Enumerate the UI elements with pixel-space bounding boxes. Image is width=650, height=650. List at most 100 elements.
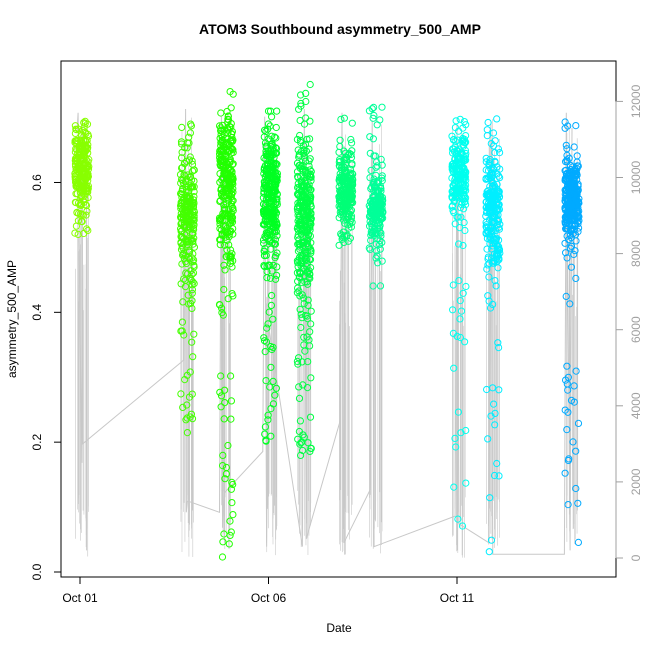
data-point [453,173,462,181]
data-point [218,304,226,312]
data-point [268,219,276,227]
data-point [177,280,185,288]
data-point [296,268,304,276]
data-point [449,202,457,210]
data-point [367,220,375,228]
data-point [456,315,464,323]
data-point [570,175,578,183]
data-point [451,124,459,132]
data-point [570,398,578,406]
data-point [483,132,491,140]
data-point [259,236,268,244]
data-point [489,239,497,248]
data-point [77,192,85,200]
data-point [301,140,310,148]
data-point [261,232,269,240]
data-point [271,236,279,244]
data-point [186,153,194,161]
data-point [177,225,185,233]
data-point [454,193,462,201]
data-point [566,161,575,169]
data-point [457,429,465,437]
data-point [369,135,377,143]
data-point [184,291,192,299]
data-point [77,201,85,210]
y2-tick-label: 6000 [629,316,643,343]
data-point [449,194,457,202]
data-point [190,214,198,222]
data-point [182,178,190,186]
data-point [307,320,315,328]
data-point [224,115,232,123]
data-point [297,99,305,108]
data-point [264,320,272,328]
data-point [561,469,569,477]
data-point [271,199,279,207]
data-point [180,240,188,248]
data-point [368,223,376,231]
data-point [296,243,304,251]
y-tick-label: 0.6 [30,174,44,191]
data-point [264,162,272,170]
data-point [271,254,279,262]
data-point [294,284,302,292]
data-point [372,171,380,179]
data-point [370,103,378,112]
data-point [493,459,501,468]
data-point [488,193,496,201]
data-point [561,186,569,194]
data-point [452,137,460,145]
data-point [266,274,274,282]
data-point [306,256,315,264]
data-point [262,127,270,135]
data-point [305,243,313,251]
data-point [184,226,192,234]
data-point [457,213,465,221]
data-point [220,285,228,294]
data-point [183,139,192,147]
data-point [294,277,302,285]
data-point [489,300,497,308]
data-point [295,254,303,262]
data-point [273,107,281,115]
data-point [299,446,307,455]
data-point [178,163,186,172]
data-point [268,267,276,275]
data-point [494,188,503,196]
data-point [341,166,349,175]
data-point [180,159,188,167]
data-point [178,318,186,326]
data-point [295,236,303,244]
data-point [370,111,378,120]
data-point [574,419,583,427]
data-point [266,122,274,130]
data-point [72,222,81,230]
point-cluster [561,118,583,547]
data-point [460,118,468,126]
data-point [495,386,503,394]
data-point [375,195,384,203]
data-point [562,201,571,209]
y-tick-label: 0.0 [30,563,44,580]
data-point [300,250,308,258]
data-point [563,254,571,262]
data-point [339,206,347,214]
data-point [297,323,305,332]
data-point [486,201,494,209]
data-point [307,209,315,217]
data-point [490,471,499,480]
y-tick-label: 0.4 [30,304,44,321]
data-point [484,118,492,127]
data-point [229,146,237,154]
data-point [71,129,80,137]
data-point [261,181,269,189]
data-point [227,372,235,380]
data-point [338,207,346,215]
data-point [370,152,378,160]
data-point [218,176,226,184]
data-point [216,236,224,244]
data-point [223,246,231,254]
data-point [302,89,310,98]
y-axis-left: 0.0 0.2 0.4 0.6 [30,174,62,580]
data-point [220,530,228,538]
